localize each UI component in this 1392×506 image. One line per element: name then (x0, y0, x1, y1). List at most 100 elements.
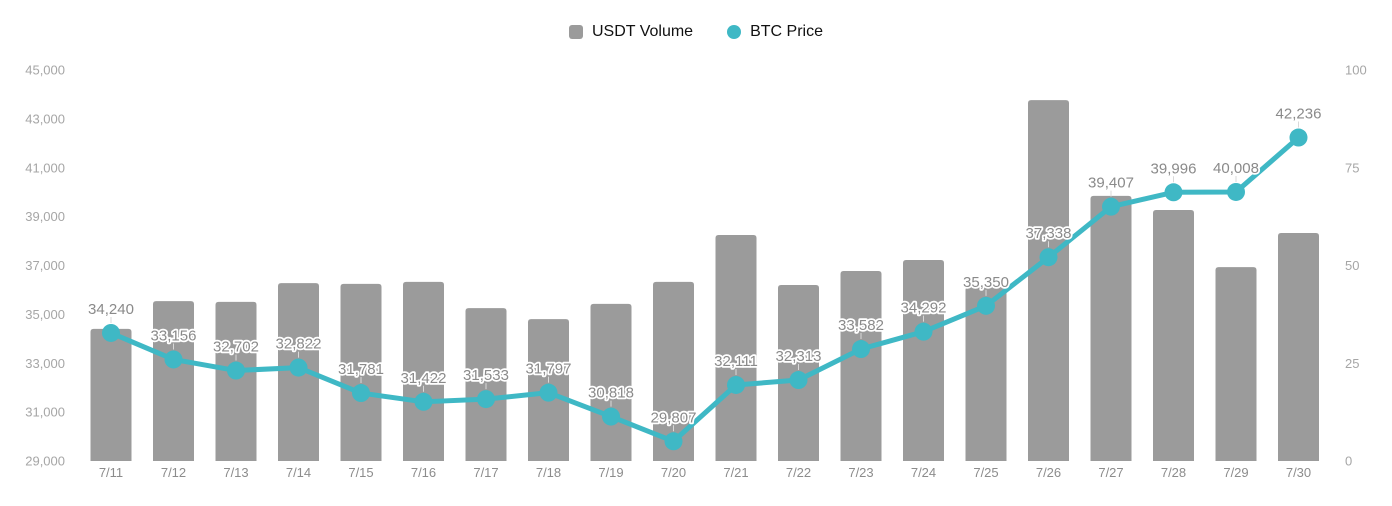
price-line (108, 135, 1301, 444)
price-point[interactable] (977, 296, 995, 315)
price-point-label: 32,702 (213, 339, 259, 356)
volume-bar[interactable] (903, 260, 944, 461)
volume-bar[interactable] (1090, 195, 1132, 462)
left-axis-tick: 29,000 (25, 454, 65, 469)
price-point-label: 39,407 (1088, 175, 1134, 192)
left-axis-tick: 37,000 (25, 258, 65, 273)
volume-bar[interactable] (340, 283, 382, 461)
price-point-label: 33,156 (151, 327, 197, 344)
left-axis-tick: 45,000 (25, 63, 65, 78)
price-point[interactable] (789, 371, 808, 390)
price-point-label: 30,818 (588, 385, 634, 402)
x-axis-label: 7/19 (598, 465, 623, 480)
x-axis-label: 7/13 (223, 465, 248, 480)
x-axis-label: 7/26 (1036, 465, 1061, 480)
volume-bar[interactable] (1215, 267, 1257, 461)
volume-bar[interactable] (215, 301, 257, 461)
price-point-label: 31,781 (338, 361, 384, 378)
price-point-label: 35,350 (963, 274, 1009, 291)
usdt-volume-legend-label: USDT Volume (592, 23, 694, 40)
volume-bar[interactable] (90, 328, 132, 461)
price-point[interactable] (1289, 128, 1308, 147)
x-axis-label: 7/24 (911, 465, 936, 480)
x-axis-label: 7/15 (348, 465, 373, 480)
price-point-label: 42,236 (1276, 106, 1322, 123)
price-point-label: 32,111 (714, 353, 758, 370)
left-axis-tick: 41,000 (25, 160, 65, 175)
x-axis-label: 7/28 (1161, 465, 1186, 480)
price-point-label: 32,822 (276, 336, 322, 353)
left-axis-tick: 31,000 (25, 405, 65, 420)
price-point[interactable] (727, 375, 745, 394)
right-axis-tick: 50 (1345, 258, 1359, 273)
price-point-label: 40,008 (1213, 160, 1259, 177)
right-axis-tick: 100 (1345, 63, 1367, 78)
price-point[interactable] (289, 358, 308, 377)
usdt-volume-legend-marker (569, 25, 583, 39)
price-point[interactable] (602, 407, 620, 426)
x-axis-label: 7/25 (973, 465, 998, 480)
chart-legend: USDT Volume BTC Price (0, 24, 1392, 40)
x-axis-label: 7/20 (661, 465, 686, 480)
price-point[interactable] (914, 322, 933, 341)
volume-bar[interactable] (590, 303, 632, 461)
x-axis-label: 7/29 (1223, 465, 1248, 480)
price-point[interactable] (1227, 182, 1245, 201)
price-point-label: 32,313 (776, 348, 822, 365)
btc-price-legend-label: BTC Price (750, 23, 823, 40)
x-axis-label: 7/11 (99, 465, 123, 480)
price-point[interactable] (477, 390, 495, 409)
legend-item-usdt-volume[interactable]: USDT Volume (569, 24, 693, 40)
volume-bar[interactable] (403, 281, 444, 461)
volume-bar[interactable] (1278, 233, 1319, 461)
price-point[interactable] (1102, 197, 1120, 216)
volume-bar[interactable] (153, 301, 194, 461)
x-axis-label: 7/21 (723, 465, 748, 480)
price-point-label: 31,533 (463, 367, 509, 384)
x-axis-label: 7/23 (848, 465, 873, 480)
x-axis-label: 7/30 (1286, 465, 1311, 480)
right-axis-tick: 25 (1345, 356, 1359, 371)
x-axis-label: 7/17 (473, 465, 498, 480)
price-point-label: 34,292 (901, 300, 947, 317)
left-axis-tick: 35,000 (25, 307, 65, 322)
price-point[interactable] (227, 361, 245, 380)
volume-bar[interactable] (1028, 100, 1069, 462)
price-point-label: 37,338 (1026, 225, 1072, 242)
right-axis-tick: 0 (1345, 454, 1352, 469)
price-point[interactable] (164, 350, 183, 369)
left-axis-tick: 43,000 (25, 111, 65, 126)
price-point-label: 31,422 (401, 370, 447, 387)
price-point[interactable] (539, 383, 558, 402)
volume-bar[interactable] (715, 235, 757, 461)
volume-bar[interactable] (965, 287, 1007, 461)
price-point-label: 33,582 (838, 317, 884, 334)
legend-item-btc-price[interactable]: BTC Price (727, 24, 823, 40)
x-axis-label: 7/16 (411, 465, 436, 480)
price-point[interactable] (664, 432, 683, 451)
btc-price-legend-marker (727, 25, 742, 39)
price-point-label: 39,996 (1151, 160, 1197, 177)
right-axis-tick: 75 (1345, 160, 1359, 175)
x-axis-label: 7/14 (286, 465, 311, 480)
price-point[interactable] (1164, 183, 1183, 202)
volume-bar[interactable] (1153, 209, 1194, 461)
volume-bar[interactable] (840, 270, 882, 461)
price-point[interactable] (102, 323, 120, 342)
price-point[interactable] (1039, 248, 1058, 267)
price-point[interactable] (852, 340, 870, 359)
x-axis-label: 7/18 (536, 465, 561, 480)
price-point[interactable] (352, 384, 370, 403)
x-axis-label: 7/27 (1098, 465, 1123, 480)
left-axis-tick: 39,000 (25, 209, 65, 224)
price-point-label: 29,807 (651, 409, 697, 426)
price-point-label: 31,797 (526, 361, 572, 378)
left-axis-tick: 33,000 (25, 356, 65, 371)
price-point-label: 34,240 (88, 301, 134, 318)
x-axis-label: 7/12 (161, 465, 186, 480)
price-point[interactable] (414, 392, 433, 411)
x-axis-label: 7/22 (786, 465, 811, 480)
volume-bar[interactable] (653, 281, 694, 461)
